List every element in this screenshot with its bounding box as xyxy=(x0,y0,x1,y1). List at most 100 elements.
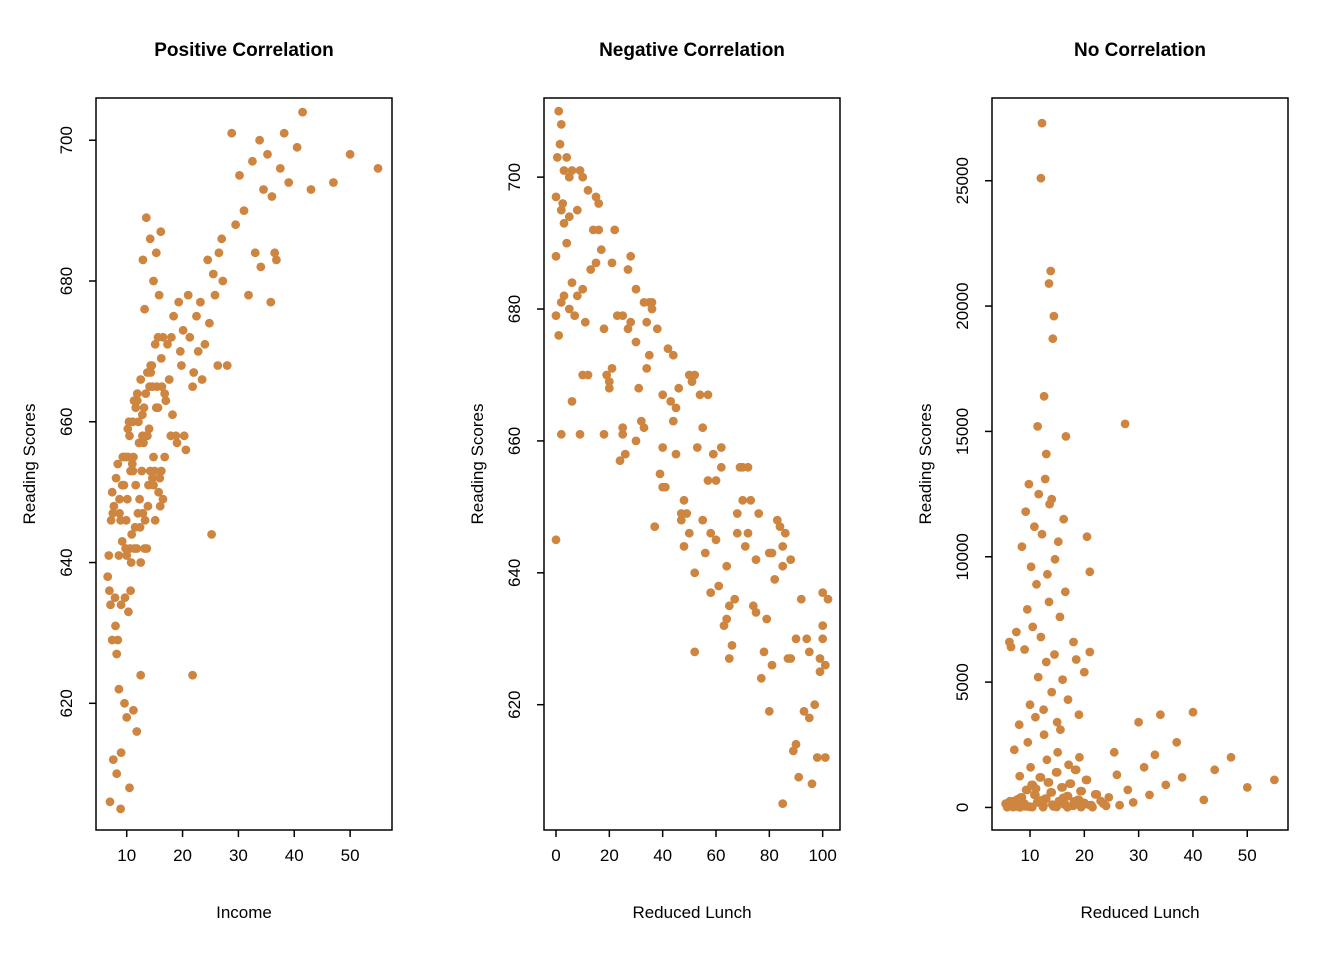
data-point xyxy=(591,258,601,268)
data-point xyxy=(107,487,117,497)
data-point xyxy=(1046,266,1056,276)
data-point xyxy=(711,535,721,545)
data-point xyxy=(666,397,676,406)
data-point xyxy=(156,466,166,476)
data-point xyxy=(123,424,133,434)
data-point xyxy=(722,561,732,571)
data-point xyxy=(1041,449,1051,459)
data-point xyxy=(1085,567,1095,577)
data-point xyxy=(802,634,812,644)
data-point xyxy=(810,700,820,710)
data-point xyxy=(700,548,710,558)
data-point xyxy=(1037,796,1046,805)
data-point xyxy=(210,290,220,300)
data-point xyxy=(1056,725,1065,735)
data-point xyxy=(103,572,113,581)
data-point xyxy=(631,284,641,294)
data-point xyxy=(1050,554,1060,564)
data-point xyxy=(1039,730,1049,740)
data-point xyxy=(116,600,126,610)
data-point xyxy=(714,581,724,591)
data-point xyxy=(716,443,726,452)
data-point xyxy=(1022,605,1032,614)
data-point xyxy=(136,670,146,680)
data-point xyxy=(791,634,801,644)
data-point xyxy=(1120,419,1130,429)
data-point xyxy=(122,494,132,504)
data-point xyxy=(151,248,161,258)
data-point xyxy=(179,431,189,441)
data-point xyxy=(559,218,569,228)
data-point xyxy=(125,783,134,793)
data-point xyxy=(1014,802,1023,812)
data-point xyxy=(270,248,280,258)
data-point xyxy=(106,515,116,525)
scatter-plot: 10 20 30 40 50 620 640 660 680 700 xyxy=(57,97,393,865)
data-point xyxy=(130,544,139,553)
y-tick-label: 25000 xyxy=(953,157,972,204)
data-point xyxy=(703,390,713,400)
data-point xyxy=(716,462,726,472)
scatter-plot: 0 20 40 60 80 100 620 640 660 680 700 xyxy=(505,97,841,865)
data-point xyxy=(1069,637,1078,647)
data-point xyxy=(794,772,804,782)
data-point xyxy=(1026,762,1035,772)
y-tick-label: 680 xyxy=(57,267,76,295)
data-point xyxy=(137,466,147,476)
y-tick-label: 680 xyxy=(505,295,524,323)
data-point xyxy=(679,542,689,551)
data-point xyxy=(1053,747,1063,757)
data-point xyxy=(1199,795,1209,805)
data-point xyxy=(203,255,213,265)
x-tick-label: 20 xyxy=(600,846,619,865)
data-point xyxy=(127,459,137,469)
data-point xyxy=(610,225,620,235)
data-point xyxy=(161,396,171,406)
data-point xyxy=(105,797,115,807)
data-point xyxy=(127,530,137,539)
data-point xyxy=(213,361,223,370)
data-point xyxy=(552,153,562,162)
data-point xyxy=(1032,579,1041,589)
data-point xyxy=(1049,311,1059,321)
data-point xyxy=(175,347,185,356)
data-point xyxy=(177,361,186,370)
x-axis-label: Income xyxy=(216,903,272,922)
data-point xyxy=(1076,802,1086,812)
scatter-plot: 10 20 30 40 50 0 5000 10000 15000 20000 25000 xyxy=(953,97,1289,865)
data-point xyxy=(178,325,188,335)
data-point xyxy=(1039,705,1048,715)
data-point xyxy=(115,494,124,504)
data-point xyxy=(306,185,316,194)
data-point xyxy=(623,324,633,334)
data-point xyxy=(1074,710,1084,720)
data-point xyxy=(250,248,260,258)
data-point xyxy=(266,297,276,307)
data-point xyxy=(1145,790,1154,800)
data-point xyxy=(345,149,355,159)
data-point xyxy=(120,593,130,603)
data-point xyxy=(1009,745,1019,755)
data-point xyxy=(235,171,244,180)
data-point xyxy=(807,779,817,789)
data-point xyxy=(1035,773,1045,782)
data-point xyxy=(373,164,383,173)
data-point xyxy=(231,220,241,230)
data-point xyxy=(145,234,155,244)
data-point xyxy=(188,382,198,391)
data-point xyxy=(1047,687,1057,697)
data-point xyxy=(658,390,668,400)
data-point xyxy=(1014,720,1024,730)
data-point xyxy=(120,698,129,708)
data-point xyxy=(1027,802,1037,812)
data-point xyxy=(1063,695,1073,704)
data-point xyxy=(108,508,118,518)
data-point xyxy=(105,586,114,596)
data-point xyxy=(172,438,182,448)
data-point xyxy=(767,548,777,558)
data-point xyxy=(1128,798,1138,807)
data-point xyxy=(1021,507,1031,516)
data-point xyxy=(1071,655,1081,664)
x-tick-label: 30 xyxy=(1129,846,1148,865)
data-point xyxy=(1036,173,1046,183)
